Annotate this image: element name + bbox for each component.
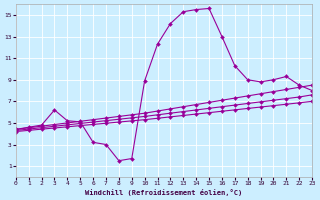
X-axis label: Windchill (Refroidissement éolien,°C): Windchill (Refroidissement éolien,°C) bbox=[85, 189, 243, 196]
